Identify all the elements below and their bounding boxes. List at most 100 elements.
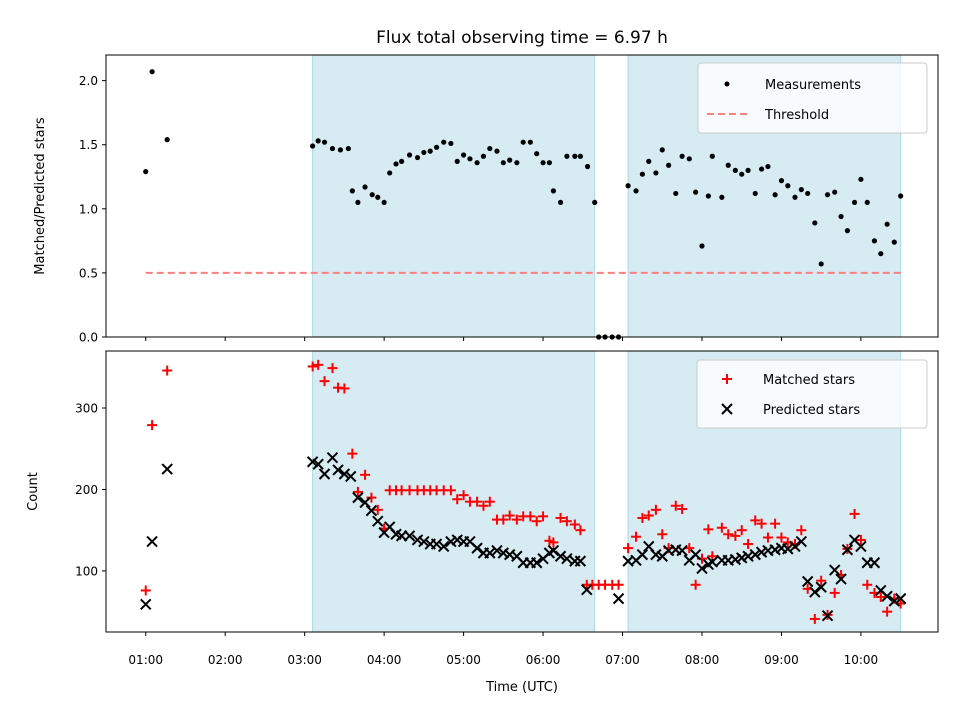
measurement-point <box>507 157 513 163</box>
measurement-point <box>514 160 520 166</box>
bottom-axes-frame <box>105 350 939 633</box>
x-tick-label: 08:00 <box>685 653 720 667</box>
matched-star-point <box>750 515 761 526</box>
measurement-point <box>778 178 785 184</box>
matched-star-point <box>538 511 549 522</box>
measurement-point <box>349 188 355 194</box>
matched-star-point <box>816 575 827 586</box>
measurement-point <box>679 153 685 159</box>
predicted-star-point <box>801 575 814 588</box>
x-tick-label: 10:00 <box>844 653 879 667</box>
measurement-point <box>832 189 838 195</box>
predicted-star-point <box>835 573 847 585</box>
measurement-point <box>381 199 387 206</box>
measurement-point <box>844 228 851 234</box>
measurement-point <box>592 199 598 206</box>
matched-star-point <box>366 492 377 503</box>
bottom-y-tick-label: 200 <box>75 483 98 497</box>
predicted-star-point <box>795 535 808 548</box>
measurements-points <box>143 69 904 340</box>
measurement-point <box>772 192 778 198</box>
matched-star-point <box>504 510 515 521</box>
measurement-point <box>858 176 864 182</box>
measurement-point <box>659 147 665 153</box>
measurement-point <box>362 184 368 190</box>
measurement-point <box>705 193 711 199</box>
matched-star-point <box>637 512 648 523</box>
predicted-star-point <box>345 470 357 483</box>
top-y-tick-label: 0.5 <box>79 266 98 280</box>
predicted-star-point <box>636 548 649 561</box>
matched-star-point <box>776 532 787 543</box>
measurement-point <box>758 166 765 172</box>
measurement-point <box>898 193 904 199</box>
matched-star-point <box>770 518 781 529</box>
matched-star-point <box>569 519 580 530</box>
x-tick-label: 01:00 <box>128 653 163 667</box>
measurement-point <box>345 145 351 152</box>
measurement-point <box>454 158 460 164</box>
legend-threshold-label: Threshold <box>764 108 829 123</box>
matched-star-point <box>855 534 866 545</box>
measurement-point <box>149 69 155 75</box>
predicted-star-point <box>888 595 901 607</box>
x-tick-label: 03:00 <box>287 653 322 667</box>
measurement-point <box>739 171 745 177</box>
measurement-point <box>520 139 526 145</box>
predicted-star-point <box>809 586 821 598</box>
matched-star-point <box>162 365 173 376</box>
matched-star-point <box>677 504 688 515</box>
measurement-point <box>719 194 725 200</box>
predicted-star-point <box>484 547 496 559</box>
measurement-point <box>639 171 645 177</box>
measurement-point <box>527 139 533 145</box>
x-tick-label: 09:00 <box>764 653 799 667</box>
predicted-star-point <box>789 540 801 553</box>
matched-star-point <box>657 529 668 540</box>
x-tick-label: 02:00 <box>208 653 243 667</box>
matched-star-point <box>445 485 456 496</box>
measurement-point <box>474 160 480 166</box>
chart-title: Flux total observing time = 6.97 h <box>376 28 668 48</box>
predicted-star-point <box>491 544 503 557</box>
measurement-point <box>798 186 804 193</box>
matched-star-point <box>829 587 840 598</box>
matched-star-point <box>743 539 754 550</box>
measurement-point <box>329 145 336 152</box>
matched-star-point <box>478 500 489 511</box>
predicted-star-point <box>841 544 854 556</box>
measurement-point <box>387 170 393 176</box>
matched-star-point <box>531 516 542 527</box>
predicted-star-point <box>312 458 324 470</box>
bottom-legend: Matched stars Predicted stars <box>696 359 928 429</box>
measurement-point <box>406 152 413 158</box>
measurement-point <box>864 199 870 206</box>
predicted-star-point <box>438 540 450 553</box>
top-y-tick-label: 2.0 <box>79 74 98 88</box>
legend-predicted-marker <box>721 403 733 415</box>
predicted-star-point <box>352 491 364 504</box>
matched-star-point <box>307 361 318 372</box>
bottom-y-axis-label: Count <box>26 472 41 511</box>
predicted-star-point <box>161 463 173 475</box>
bottom-legend-box <box>696 359 928 429</box>
predicted-star-point <box>471 542 483 554</box>
predicted-star-point <box>430 538 443 550</box>
predicted-star-point <box>372 515 384 527</box>
bottom-y-tick-label: 100 <box>75 564 98 578</box>
predicted-star-point <box>359 496 371 509</box>
predicted-star-point <box>365 504 378 517</box>
predicted-star-point <box>696 562 708 575</box>
matched-star-point <box>631 531 642 542</box>
measurement-point <box>460 152 467 158</box>
predicted-star-point <box>581 583 593 596</box>
matched-star-point <box>548 537 559 548</box>
measurement-point <box>765 163 771 170</box>
measurement-point <box>414 154 421 161</box>
matched-star-point <box>452 494 463 505</box>
matched-star-point <box>327 363 338 374</box>
top-legend: Measurements Threshold <box>697 62 928 134</box>
measurement-point <box>752 190 758 197</box>
measurement-point <box>666 162 672 168</box>
measurement-point <box>393 161 399 167</box>
